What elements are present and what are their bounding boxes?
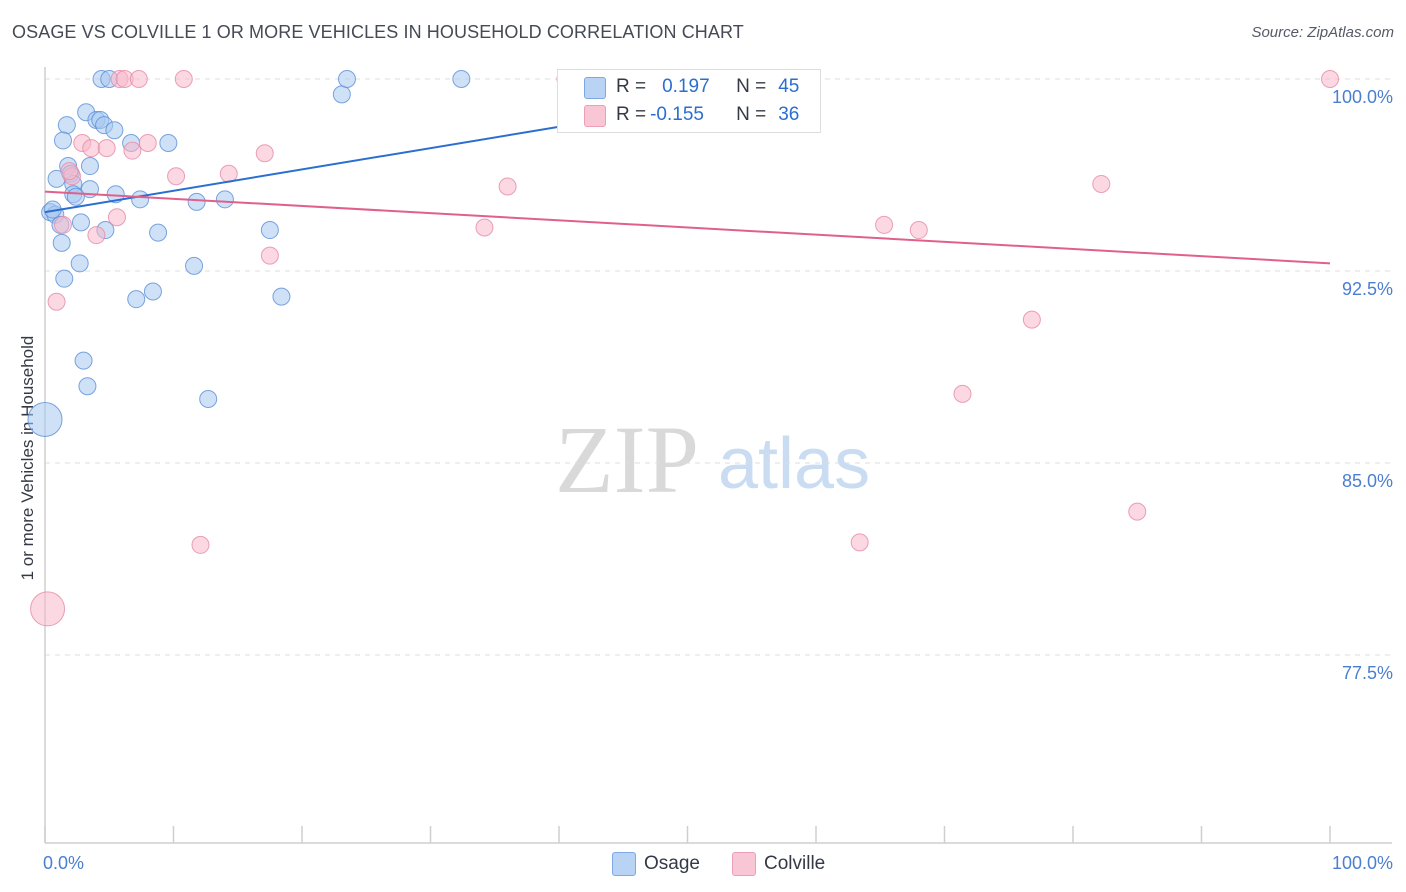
colville-point [30,591,66,627]
colville-point [47,292,66,311]
colville-point [174,70,193,88]
osage-point [52,233,71,252]
colville-stats-row: R = -0.155 N = 36 [616,100,799,130]
legend-osage-swatch [612,852,636,876]
osage-point [149,223,168,242]
y-tick-label: 85.0% [1342,471,1393,491]
osage-stats-row: R = 0.197 N = 45 [616,72,799,102]
osage-point [159,134,178,152]
osage-point [187,192,206,211]
colville-trend-line [44,190,1331,265]
osage-point [66,187,85,206]
colville-swatch [584,105,606,127]
osage-point [215,190,234,209]
colville-r-label: R = [616,104,647,125]
osage-point [199,390,218,408]
osage-point [27,401,63,437]
colville-r-value: -0.155 [650,104,704,125]
x-tick-label: 0.0% [43,853,84,873]
osage-point [71,213,90,232]
colville-point [875,215,894,234]
osage-point [185,256,204,275]
chart-title: OSAGE VS COLVILLE 1 OR MORE VEHICLES IN … [12,22,744,42]
osage-point [57,116,76,135]
osage-point [80,157,99,176]
colville-point [123,141,142,160]
colville-n-label: N = [736,104,767,125]
colville-point [53,215,72,234]
osage-point [70,254,89,273]
colville-point [850,533,869,552]
colville-point [255,144,274,163]
colville-point [138,134,157,152]
x-tick-label: 100.0% [1332,853,1393,873]
colville-point [498,177,517,196]
colville-point [167,167,186,186]
colville-point [909,221,928,240]
osage-point [272,287,291,306]
y-tick-label: 77.5% [1342,663,1393,683]
colville-point [1128,502,1147,521]
source-label: Source: ZipAtlas.com [1251,24,1394,41]
osage-point [55,269,74,288]
colville-point [1321,70,1339,88]
osage-point [131,190,150,209]
colville-point [82,139,101,158]
osage-point [337,70,356,88]
osage-point [78,377,97,396]
watermark-zip: ZIP [555,406,699,513]
y-tick-label: 100.0% [1332,87,1393,107]
colville-n-value: 36 [778,104,800,125]
osage-r-value: 0.197 [662,76,710,97]
osage-point [105,121,124,140]
stats-legend: R = 0.197 N = 45 R = -0.155 N = 36 [557,69,821,133]
colville-point [60,162,79,181]
osage-point [127,290,146,309]
legend-colville-label: Colville [764,853,826,874]
osage-point [260,221,279,240]
colville-point [1092,174,1111,193]
osage-swatch [584,77,606,99]
colville-point [260,246,279,265]
colville-point [475,218,494,237]
osage-n-value: 45 [778,76,800,97]
osage-point [53,131,72,150]
legend-osage-label: Osage [644,853,700,874]
colville-point [1022,310,1041,329]
osage-point [143,282,162,301]
colville-point [107,208,126,227]
colville-point [129,70,148,88]
colville-point [87,226,106,245]
osage-n-label: N = [736,76,767,97]
colville-point [191,535,210,554]
watermark-atlas: atlas [718,424,870,504]
y-tick-label: 92.5% [1342,279,1393,299]
colville-point [953,384,972,403]
osage-point [452,70,471,88]
osage-point [74,351,93,370]
legend-colville-swatch [732,852,756,876]
colville-point [97,139,116,158]
osage-r-label: R = [616,76,647,97]
osage-point [332,85,351,104]
